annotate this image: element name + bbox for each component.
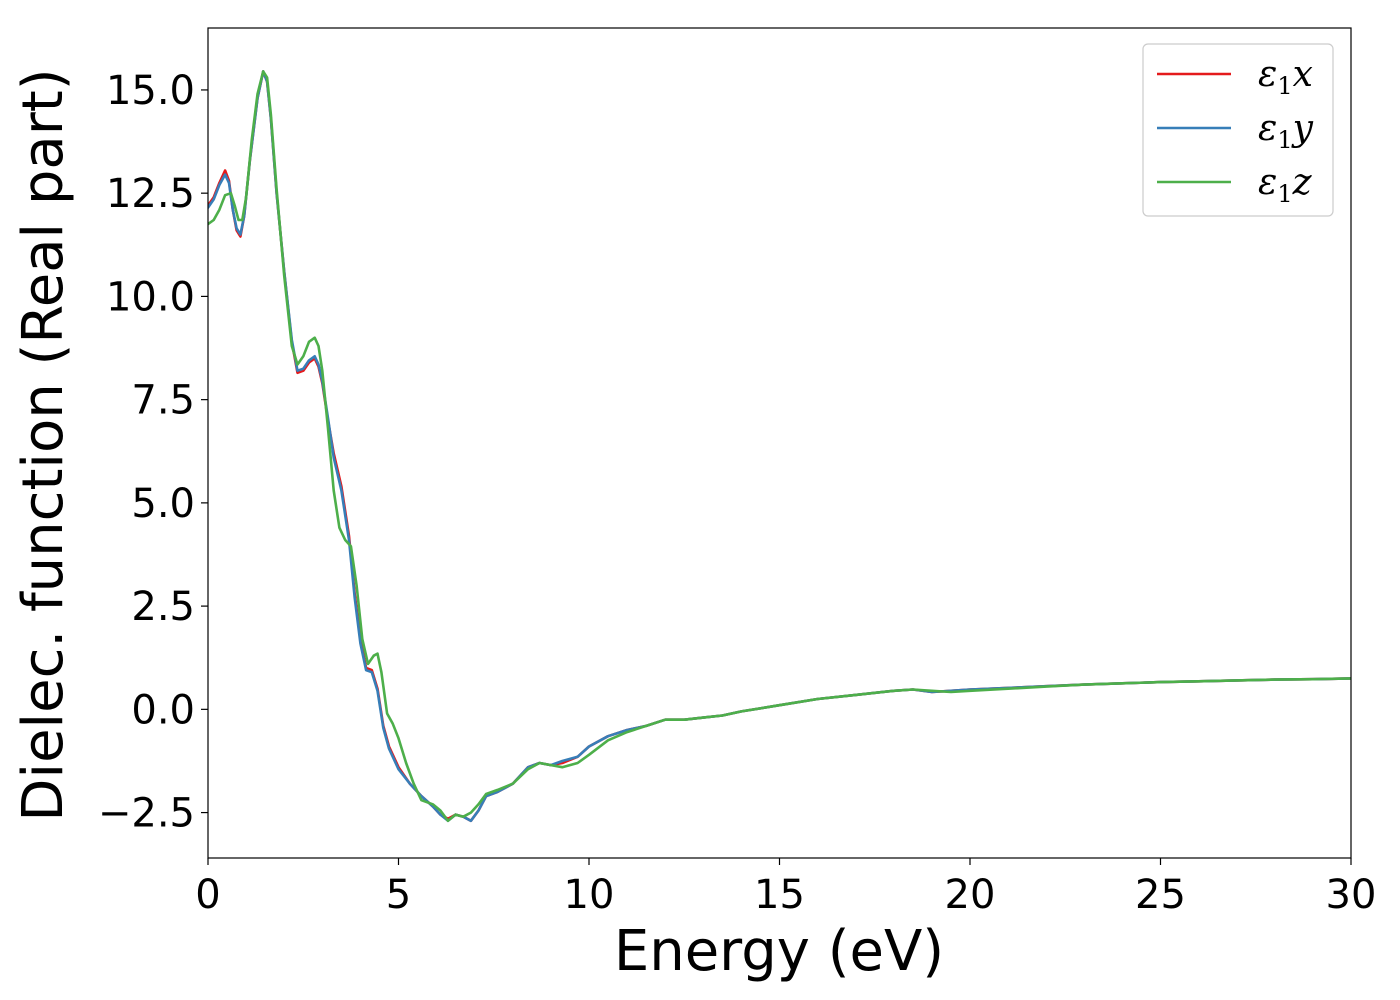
x-tick-label: 25 [1135, 872, 1186, 918]
x-axis-title: Energy (eV) [614, 919, 944, 984]
x-tick-label: 5 [386, 872, 411, 918]
legend: ε1x ε1y ε1z [1142, 43, 1334, 217]
series-line-z [208, 70, 1351, 823]
x-tick-label: 30 [1326, 872, 1377, 918]
legend-label-y: ε1y [1258, 108, 1314, 154]
x-tick-label: 0 [195, 872, 220, 918]
y-tick-label: −2.5 [98, 791, 195, 837]
y-tick-label: 12.5 [106, 171, 195, 217]
y-tick-label: 10.0 [106, 274, 195, 320]
y-axis-title: Dielec. function (Real part) [11, 68, 76, 821]
legend-label-x: ε1x [1258, 54, 1313, 100]
y-axis: −2.5 0.0 2.5 5.0 7.5 10.0 12.5 15.0 [98, 68, 208, 837]
legend-label-z: ε1z [1258, 162, 1313, 208]
y-tick-label: 7.5 [131, 378, 195, 424]
x-axis: 0 5 10 15 20 25 30 [195, 858, 1376, 918]
y-tick-label: 2.5 [131, 584, 195, 630]
x-tick-label: 15 [754, 872, 805, 918]
x-tick-label: 20 [945, 872, 996, 918]
series-lines [208, 70, 1351, 823]
legend-frame [1142, 43, 1334, 217]
y-tick-label: 0.0 [131, 687, 195, 733]
x-tick-label: 10 [564, 872, 615, 918]
y-tick-label: 5.0 [131, 481, 195, 527]
y-tick-label: 15.0 [106, 68, 195, 114]
